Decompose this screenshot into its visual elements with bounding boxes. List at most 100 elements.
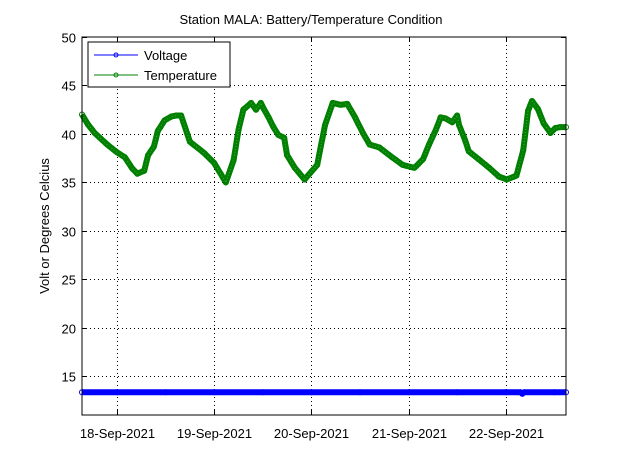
data-point [449, 119, 456, 126]
data-point [456, 122, 463, 129]
data-point [281, 134, 288, 141]
data-point [454, 389, 461, 396]
data-point [178, 112, 185, 119]
data-point [454, 112, 461, 119]
y-axis-label: Volt or Degrees Celcius [37, 158, 52, 294]
x-tick-label: 21-Sep-2021 [372, 426, 447, 441]
data-point [322, 122, 328, 129]
axes-background [82, 37, 566, 415]
data-point [329, 99, 336, 106]
data-point [150, 143, 157, 150]
data-point [91, 130, 98, 136]
x-tick-label: 20-Sep-2021 [274, 426, 349, 441]
data-point [129, 165, 136, 172]
data-point [547, 130, 554, 136]
data-point [257, 99, 264, 106]
data-point [344, 100, 351, 107]
data-point [284, 152, 291, 159]
data-point [301, 176, 308, 183]
data-point [357, 389, 363, 396]
data-point [442, 115, 449, 122]
data-point [534, 105, 541, 112]
data-point [259, 389, 266, 396]
data-point [461, 136, 468, 143]
ticks: 18-Sep-2021 19-Sep-2021 20-Sep-2021 21-Sep-… [62, 31, 566, 441]
data-point [314, 161, 321, 168]
data-point [235, 127, 242, 133]
legend-box [87, 41, 231, 88]
data-point [405, 389, 412, 396]
data-point [352, 114, 359, 121]
legend-marker-temperature [113, 72, 119, 78]
series-marker-highlight [81, 100, 566, 184]
data-point [502, 389, 509, 396]
legend-item-voltage: Voltage [94, 48, 187, 63]
y-tick-label: 30 [62, 225, 76, 240]
data-point [265, 114, 272, 121]
x-tick-label: 22-Sep-2021 [469, 426, 544, 441]
x-tick-label: 18-Sep-2021 [80, 426, 155, 441]
data-point [495, 173, 502, 180]
data-point [308, 389, 315, 396]
y-tick-label: 50 [62, 31, 76, 46]
x-tick-label: 19-Sep-2021 [177, 426, 252, 441]
y-tick-label: 20 [62, 322, 76, 337]
y-tick-label: 45 [62, 79, 76, 94]
data-point [162, 389, 169, 396]
data-point [230, 157, 237, 164]
data-point [529, 98, 535, 104]
axes-box [81, 36, 567, 416]
data-point [337, 101, 344, 108]
legend-item-temperature: Temperature [94, 68, 217, 83]
data-point [211, 389, 218, 396]
chart-title: Station MALA: Battery/Temperature Condit… [179, 12, 442, 27]
data-point [121, 154, 128, 161]
data-point [84, 121, 91, 128]
data-point [551, 389, 558, 396]
legend: Voltage Temperature [87, 41, 231, 88]
data-point [114, 389, 120, 396]
data-point [248, 99, 255, 106]
data-point [104, 141, 111, 148]
data-point [503, 176, 510, 183]
data-point [465, 148, 472, 155]
data-point [376, 144, 383, 151]
data-point [222, 179, 229, 186]
data-point [145, 152, 152, 159]
series-voltage [79, 389, 569, 397]
data-point [475, 156, 482, 163]
data-point [366, 141, 373, 148]
legend-marker-voltage [113, 52, 119, 58]
data-point [141, 167, 148, 174]
data-point [420, 156, 427, 163]
data-point [520, 147, 527, 154]
y-tick-label: 15 [62, 370, 76, 385]
data-point [434, 122, 441, 129]
legend-label-temperature: Temperature [144, 68, 217, 83]
plot-area: 18-Sep-2021 19-Sep-2021 20-Sep-2021 21-Sep-… [62, 31, 569, 441]
data-point [186, 138, 193, 145]
data-point [399, 161, 406, 168]
data-point [114, 149, 120, 156]
data-point [240, 106, 247, 113]
series-temperature [79, 98, 569, 186]
y-tick-label: 35 [62, 176, 76, 191]
data-point [525, 107, 532, 114]
data-point [557, 124, 564, 131]
data-point [211, 160, 218, 166]
series-layer [79, 98, 569, 397]
data-point [540, 120, 547, 127]
data-point [521, 389, 528, 396]
legend-label-voltage: Voltage [144, 48, 187, 63]
data-point [154, 128, 161, 134]
data-point [270, 124, 277, 131]
data-point [513, 172, 520, 179]
data-point [486, 164, 493, 171]
y-tick-label: 40 [62, 128, 76, 143]
data-point [134, 170, 141, 177]
data-point [161, 117, 168, 124]
data-point [275, 131, 282, 138]
data-point [389, 154, 395, 161]
data-point [411, 164, 418, 171]
